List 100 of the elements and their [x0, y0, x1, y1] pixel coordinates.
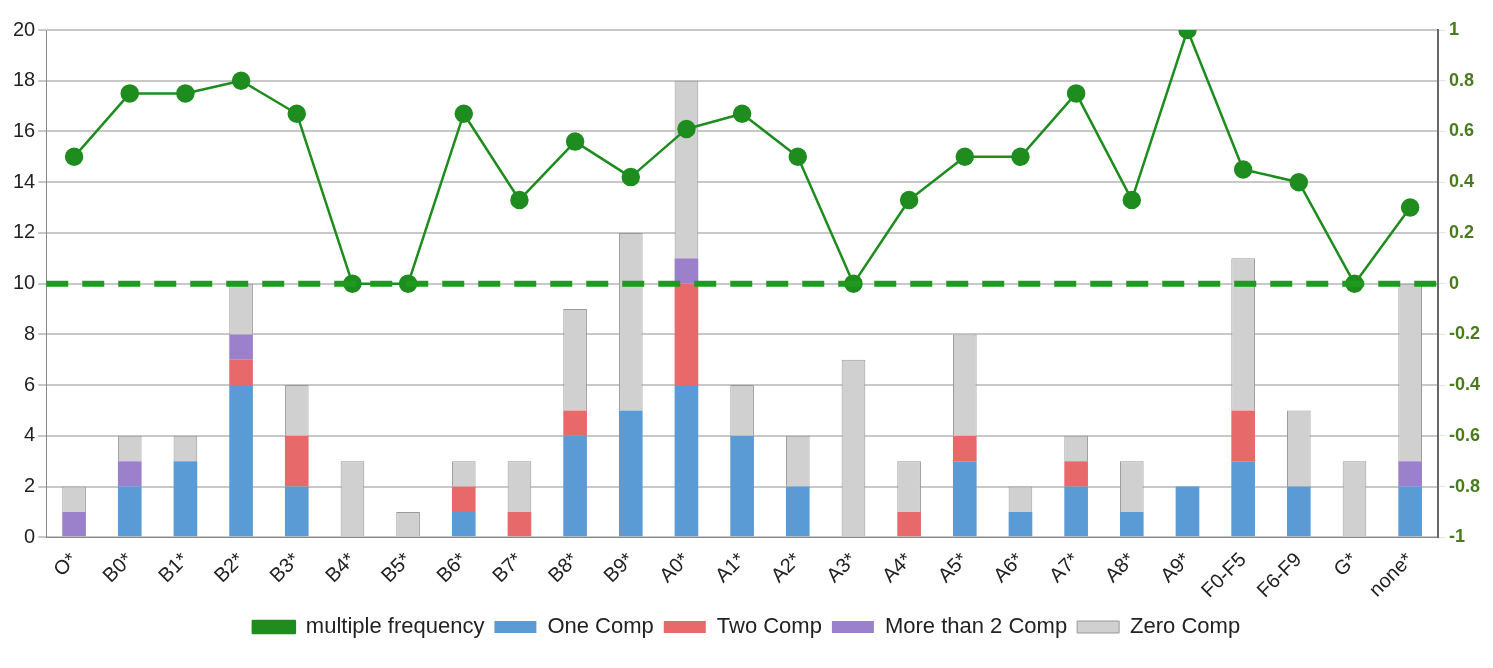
bar: [952, 435, 977, 462]
bar: [1398, 461, 1422, 487]
x-tick-label: B2*: [209, 547, 248, 587]
bar: [563, 410, 587, 436]
bar: [229, 385, 253, 537]
y-tick-label: 12: [13, 220, 36, 243]
point: [454, 104, 474, 123]
legend-label: multiple frequency: [305, 613, 485, 639]
bar: [1064, 486, 1088, 537]
y-tick-label: 20: [13, 17, 36, 40]
point: [176, 84, 195, 103]
bar: [730, 435, 754, 537]
x-tick-label: B5*: [376, 547, 415, 587]
y-tick-label: 0: [24, 524, 36, 547]
y-tick-label: 4: [24, 423, 36, 446]
x-tick-label: B9*: [599, 547, 638, 587]
bar: [117, 486, 142, 537]
bar: [284, 435, 309, 487]
bar: [1008, 511, 1033, 537]
x-tick-label: A8*: [1100, 547, 1139, 587]
y2-tick-label: 0.6: [1448, 120, 1475, 141]
bar: [674, 283, 699, 386]
bar: [117, 461, 142, 487]
x-tick-label: A9*: [1155, 547, 1195, 587]
point: [1289, 172, 1309, 192]
x-tick-label: A5*: [933, 547, 972, 587]
y2-tick-label: 0.2: [1448, 221, 1475, 242]
point: [955, 147, 975, 167]
point: [1066, 84, 1086, 103]
y-tick-label: 16: [13, 118, 36, 141]
bar: [674, 385, 699, 537]
y2-tick-label: -0.4: [1448, 374, 1481, 395]
bar: [451, 486, 476, 512]
point: [899, 190, 919, 210]
y-tick-label: 18: [13, 68, 36, 91]
x-tick-label: B8*: [543, 547, 582, 587]
bar: [1231, 461, 1255, 537]
point: [1400, 198, 1420, 217]
point: [732, 104, 752, 123]
bar: [451, 511, 476, 537]
point: [64, 147, 84, 167]
y2-tick-label: 1: [1448, 18, 1459, 39]
bar: [1286, 486, 1311, 537]
x-tick-label: A7*: [1044, 547, 1084, 587]
x-tick-label: G*: [1329, 547, 1362, 581]
x-tick-label: O*: [48, 547, 81, 581]
bar: [229, 334, 253, 360]
legend-label: Zero Comp: [1130, 613, 1241, 639]
y-tick-label: 2: [24, 474, 36, 497]
x-tick-label: B3*: [265, 547, 304, 587]
x-tick-label: B0*: [98, 547, 137, 587]
bar: [229, 359, 253, 386]
point: [1011, 147, 1030, 167]
point: [120, 84, 139, 103]
bar: [952, 461, 977, 537]
x-tick-label: B4*: [320, 547, 360, 587]
x-tick-label: A6*: [988, 547, 1028, 587]
x-tick-label: A3*: [821, 547, 861, 587]
x-tick-label: B6*: [432, 547, 471, 587]
legend-label: Two Comp: [716, 613, 822, 639]
point: [510, 190, 529, 210]
bar: [1398, 486, 1422, 537]
y2-tick-label: -0.2: [1448, 323, 1481, 344]
point: [621, 167, 641, 187]
bar: [1119, 511, 1144, 537]
x-tick-label: A4*: [877, 547, 916, 587]
y-tick-label: 8: [24, 321, 36, 344]
bar: [173, 461, 198, 537]
bar: [62, 511, 86, 537]
bar: [1064, 461, 1088, 487]
y-tick-label: 10: [13, 271, 36, 294]
x-tick-label: A0*: [654, 547, 694, 587]
point: [231, 71, 251, 90]
y-tick-label: 14: [13, 169, 36, 192]
y2-tick-label: 0.4: [1448, 171, 1475, 192]
x-tick-label: B7*: [487, 547, 527, 587]
y2-tick-label: -0.8: [1448, 475, 1481, 496]
y-tick-label: 6: [24, 372, 36, 395]
point: [287, 104, 307, 123]
bar: [1175, 486, 1200, 537]
y2-tick-label: 0: [1448, 272, 1459, 293]
bar: [618, 410, 643, 537]
bar: [1231, 410, 1255, 462]
bar: [284, 486, 309, 537]
point: [565, 132, 585, 151]
point: [1122, 190, 1142, 210]
y2-tick-label: 0.8: [1448, 69, 1475, 90]
bar: [563, 435, 587, 537]
point: [1233, 160, 1253, 179]
bar: [897, 511, 921, 537]
point: [788, 147, 808, 167]
point: [677, 119, 696, 139]
x-tick-label: A1*: [710, 547, 749, 587]
bar: [674, 258, 699, 284]
bar: [785, 486, 810, 537]
x-tick-label: A2*: [766, 547, 805, 587]
legend-label: One Comp: [547, 613, 654, 639]
legend-label: More than 2 Comp: [884, 613, 1068, 639]
y2-tick-label: -0.6: [1448, 424, 1481, 445]
y2-tick-label: -1: [1448, 526, 1465, 547]
